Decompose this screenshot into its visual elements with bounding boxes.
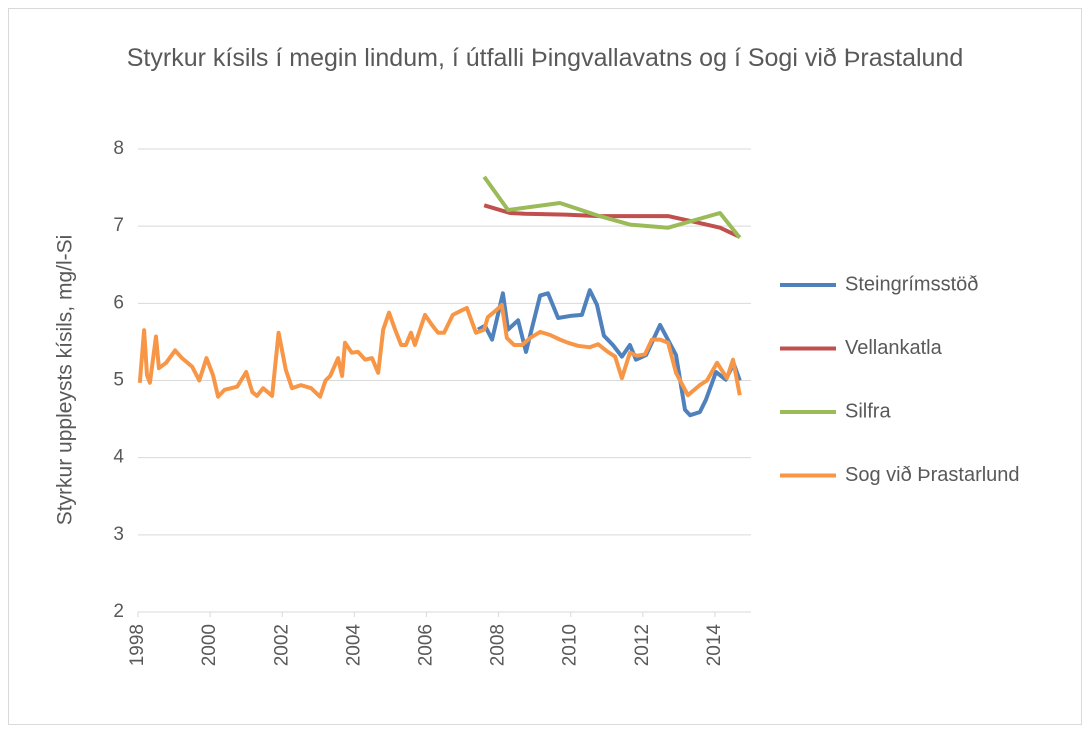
- x-tick-label: 2004: [343, 624, 364, 667]
- y-tick-label: 3: [113, 524, 124, 545]
- y-tick-label: 4: [113, 447, 124, 468]
- legend-label: Sog við Þrastarlund: [845, 464, 1020, 486]
- x-tick-label: 1998: [127, 624, 148, 666]
- x-tick-label: 2014: [704, 624, 725, 667]
- series-line: [137, 302, 742, 399]
- x-tick-label: 2010: [560, 624, 581, 666]
- series-line: [477, 288, 742, 418]
- legend-label: Steingrímsstöð: [845, 273, 978, 295]
- y-tick-label: 5: [113, 370, 124, 391]
- x-tick-label: 2002: [271, 624, 292, 666]
- legend-label: Vellankatla: [845, 337, 943, 359]
- x-tick-label: 2000: [199, 624, 220, 666]
- chart-title: Styrkur kísils í megin lindum, í útfalli…: [126, 44, 964, 72]
- x-tick-label: 2006: [415, 624, 436, 666]
- y-axis-label: Styrkur uppleysts kísils, mg/l-Si: [54, 235, 77, 526]
- x-tick-label: 2012: [632, 624, 653, 666]
- legend-label: Silfra: [845, 400, 891, 422]
- y-tick-label: 2: [113, 601, 124, 622]
- y-tick-label: 6: [113, 292, 124, 313]
- x-tick-label: 2008: [488, 624, 509, 666]
- y-tick-label: 8: [113, 138, 124, 159]
- chart-frame: [8, 8, 1082, 725]
- y-tick-label: 7: [113, 215, 124, 236]
- series-line: [482, 175, 742, 239]
